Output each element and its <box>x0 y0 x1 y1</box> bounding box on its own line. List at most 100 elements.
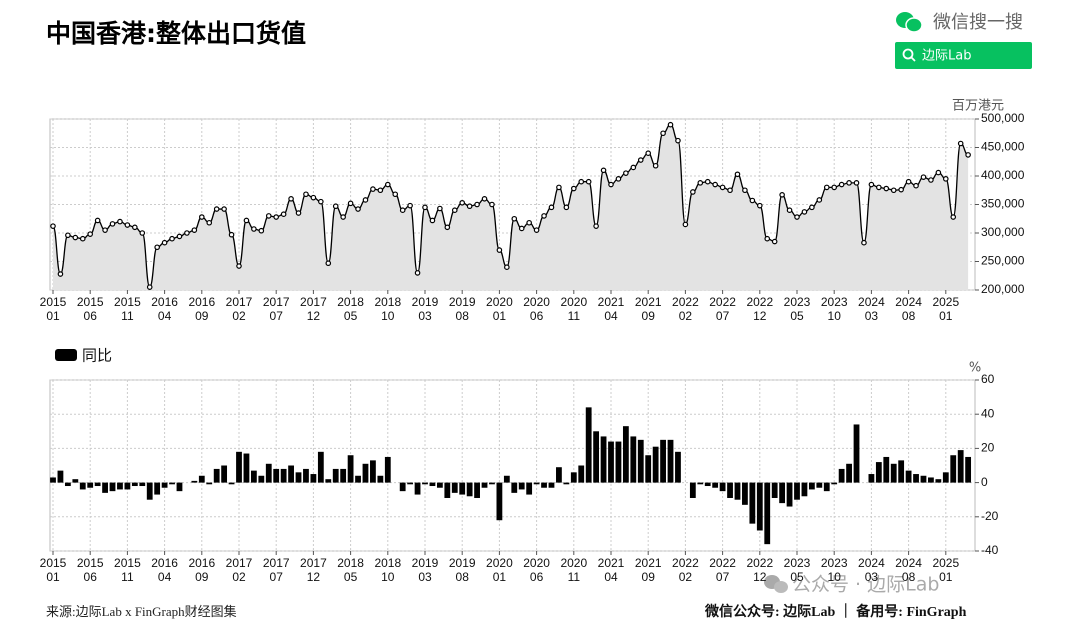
bar <box>593 431 600 483</box>
bar <box>273 468 280 483</box>
point <box>347 200 354 207</box>
bar <box>139 482 146 487</box>
x-tick-label: 2020 <box>523 295 550 309</box>
bar <box>734 482 741 500</box>
point <box>146 284 153 290</box>
point <box>563 204 570 211</box>
bar <box>563 482 570 485</box>
x-tick-label: 2021 <box>598 295 625 309</box>
point <box>87 231 94 237</box>
point <box>771 238 778 245</box>
bar <box>831 482 838 485</box>
point <box>139 230 146 236</box>
x-tick-label: 2019 <box>449 295 476 309</box>
watermark: 公众号 · 边际Lab <box>792 574 939 596</box>
bar <box>422 482 428 485</box>
bar <box>131 482 138 487</box>
bar <box>660 439 666 483</box>
x-tick-label: 03 <box>418 309 432 323</box>
point <box>704 178 711 185</box>
y-tick-label: 500,000 <box>981 111 1025 125</box>
footer: 微信公众号: 边际Lab ｜ 备用号: FinGraph <box>704 603 967 620</box>
point <box>734 171 741 178</box>
y-tick-label: 350,000 <box>981 197 1025 211</box>
bar <box>451 482 458 493</box>
bar <box>823 482 830 492</box>
plot-area <box>49 379 976 552</box>
x-tick-label: 2023 <box>821 295 848 309</box>
point <box>206 219 213 226</box>
point <box>898 186 904 193</box>
x-tick-label: 2018 <box>337 295 364 309</box>
point <box>556 184 562 191</box>
point <box>161 239 168 246</box>
bar <box>489 482 495 485</box>
point <box>942 176 949 182</box>
x-tick-label: 01 <box>493 309 507 323</box>
bar <box>511 482 518 493</box>
x-tick-label: 2021 <box>598 556 625 570</box>
point <box>94 217 101 224</box>
bar <box>719 482 726 492</box>
point <box>228 231 235 238</box>
x-tick-label: 10 <box>828 570 842 584</box>
point <box>749 197 756 204</box>
point <box>50 223 56 229</box>
bar <box>377 475 384 483</box>
x-tick-label: 2016 <box>151 295 178 309</box>
bar <box>206 482 213 485</box>
point <box>154 244 160 251</box>
point <box>325 260 332 267</box>
point <box>236 263 242 269</box>
x-tick-label: 2020 <box>486 295 513 309</box>
point <box>191 227 198 233</box>
search-button[interactable] <box>895 42 1032 69</box>
x-tick-label: 02 <box>679 309 693 323</box>
bar <box>675 451 681 483</box>
bar <box>436 482 443 488</box>
x-tick-label: 11 <box>568 570 581 584</box>
bar <box>117 482 123 490</box>
title: 中国香港:整体出口货值 <box>46 19 306 48</box>
point <box>124 222 131 228</box>
bar <box>384 456 391 483</box>
x-tick-label: 02 <box>679 570 693 584</box>
x-tick-label: 2025 <box>932 295 959 309</box>
point <box>399 207 406 214</box>
point <box>518 225 525 232</box>
bar <box>221 465 228 483</box>
bar <box>444 482 451 498</box>
point <box>593 223 599 229</box>
point <box>756 202 763 209</box>
x-tick-label: 11 <box>568 309 581 323</box>
x-tick-label: 2015 <box>40 295 67 309</box>
bar <box>615 441 622 483</box>
point <box>437 205 443 212</box>
point <box>682 221 689 228</box>
point <box>667 121 674 128</box>
bar <box>50 477 56 483</box>
point <box>451 207 458 214</box>
bar <box>570 472 577 483</box>
x-tick-label: 03 <box>418 570 432 584</box>
legend-swatch <box>55 349 77 361</box>
point <box>809 204 815 211</box>
bar <box>622 426 629 483</box>
point <box>169 235 175 242</box>
x-tick-label: 09 <box>195 309 209 323</box>
x-tick-label: 2015 <box>77 295 104 309</box>
bar <box>474 482 480 498</box>
x-tick-label: 2015 <box>77 556 104 570</box>
x-tick-label: 2017 <box>263 556 290 570</box>
point <box>786 207 793 214</box>
x-tick-label: 2022 <box>672 295 699 309</box>
point <box>868 181 875 188</box>
point <box>132 224 138 231</box>
x-tick-label: 2024 <box>895 556 922 570</box>
x-tick-label: 2023 <box>784 556 811 570</box>
point <box>533 227 540 233</box>
bar <box>645 455 652 483</box>
x-tick-label: 2016 <box>151 556 178 570</box>
